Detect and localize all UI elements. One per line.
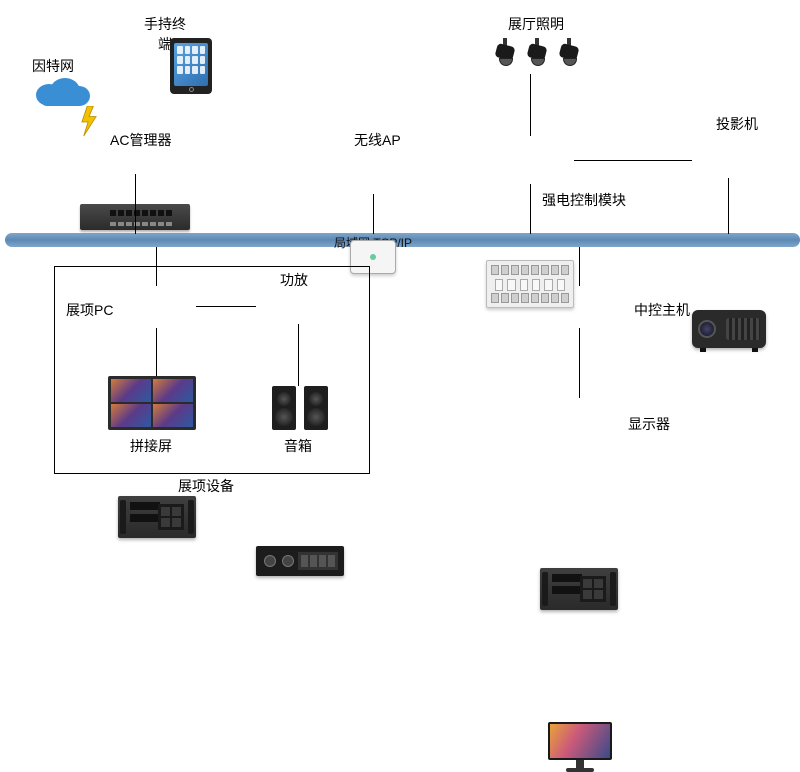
item-pc-icon <box>118 496 196 538</box>
hall-lighting-label: 展厅照明 <box>508 14 564 34</box>
monitor-label: 显示器 <box>628 414 670 434</box>
connector-line <box>579 328 580 398</box>
power-module-icon <box>486 260 574 308</box>
exhibition-devices-label: 展项设备 <box>178 476 234 496</box>
connector-line <box>574 160 692 161</box>
projector-label: 投影机 <box>716 114 758 134</box>
connector-line <box>530 74 531 136</box>
exhibition-group-box <box>54 266 370 474</box>
internet-label: 因特网 <box>32 56 74 76</box>
connector-line <box>156 328 157 376</box>
projector-icon <box>692 310 766 348</box>
speaker-label: 音箱 <box>284 436 312 456</box>
video-wall-label: 拼接屏 <box>130 436 172 456</box>
tablet-icon <box>170 38 212 94</box>
connector-line <box>156 247 157 286</box>
ac-manager-label: AC管理器 <box>110 130 171 150</box>
internet-cloud-icon <box>36 76 86 106</box>
amplifier-label: 功放 <box>280 270 308 290</box>
wireless-ap-label: 无线AP <box>354 130 401 150</box>
power-module-label: 强电控制模块 <box>542 190 626 210</box>
spotlights-icon <box>494 38 580 72</box>
control-host-label: 中控主机 <box>634 300 690 320</box>
connector-line <box>373 194 374 234</box>
connector-line <box>530 184 531 234</box>
connector-line <box>579 247 580 286</box>
amplifier-icon <box>256 546 344 576</box>
connector-line <box>135 174 136 234</box>
connector-line <box>196 306 256 307</box>
video-wall-icon <box>108 376 196 430</box>
lightning-icon <box>80 106 98 136</box>
control-host-icon <box>540 568 618 610</box>
monitor-icon <box>548 722 612 772</box>
connector-line <box>728 178 729 234</box>
connector-line <box>298 324 299 386</box>
item-pc-label: 展项PC <box>66 300 113 320</box>
speakers-icon <box>272 386 328 430</box>
